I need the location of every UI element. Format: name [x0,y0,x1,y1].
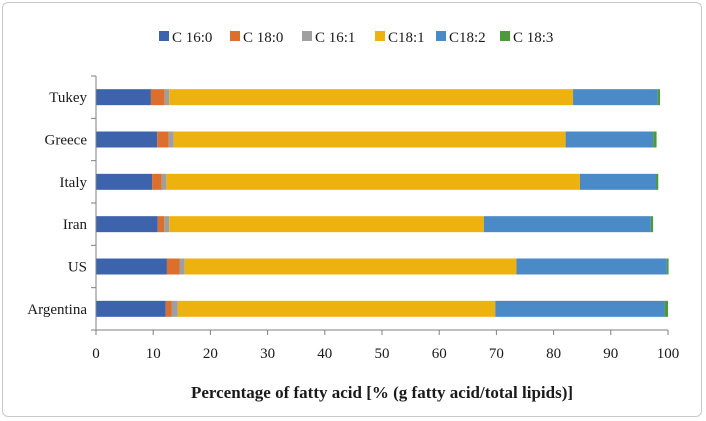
bar-segment-argentina-1 [165,300,172,317]
bar-segment-iran-5 [650,216,654,233]
legend-label-2: C 16:1 [315,30,355,46]
y-tick-label-argentina: Argentina [27,302,87,318]
bar-segment-greece-2 [168,131,174,148]
x-tick-label: 90 [603,346,618,362]
legend-label-1: C 18:0 [243,30,283,46]
x-tick-label: 30 [260,346,275,362]
bar-segment-tukey-0 [96,89,151,106]
bar-segment-argentina-5 [664,300,668,317]
bar-segment-tukey-2 [164,89,170,106]
bar-segment-italy-5 [655,173,659,190]
x-tick-label: 0 [92,346,100,362]
bar-segment-argentina-2 [171,300,178,317]
bar-segment-tukey-5 [657,89,660,106]
bar-segment-us-4 [516,258,667,275]
y-tick-label-iran: Iran [63,217,88,233]
legend: C 16:0 C 18:0 C 16:1 C18:1 C18:2 C 18:3 [159,30,553,46]
bar-segment-italy-0 [96,173,153,190]
y-tick-label-greece: Greece [45,133,88,149]
legend-swatch-2 [302,31,312,41]
bar-segment-us-1 [166,258,180,275]
x-tick-label: 80 [546,346,561,362]
legend-swatch-3 [375,31,385,41]
x-tick-label: 60 [432,346,447,362]
bar-segment-italy-2 [161,173,167,190]
bar-segment-iran-3 [169,216,484,233]
bar-segment-tukey-3 [169,89,574,106]
bar-segment-italy-4 [579,173,656,190]
chart-frame [2,2,702,417]
x-tick-label: 10 [146,346,161,362]
bar-segment-tukey-4 [573,89,658,106]
legend-swatch-1 [230,31,240,41]
bar-segment-greece-0 [96,131,158,148]
bars [96,89,669,317]
legend-label-4: C18:2 [449,30,486,46]
bar-segment-argentina-0 [96,300,166,317]
x-tick-label: 70 [489,346,504,362]
x-tick-label: 40 [317,346,332,362]
legend-swatch-5 [500,31,510,41]
legend-swatch-0 [159,31,169,41]
axes: Tukey Greece Italy Iran US Argentina 0 10 20 30 40… [27,75,680,362]
bar-segment-us-2 [179,258,185,275]
bar-segment-greece-3 [173,131,566,148]
legend-label-3: C18:1 [388,30,425,46]
x-tick-label: 50 [375,346,390,362]
x-tick-label: 20 [203,346,218,362]
bar-segment-iran-4 [483,216,651,233]
x-tick-label: 100 [657,346,680,362]
bar-segment-us-0 [96,258,167,275]
legend-label-0: C 16:0 [172,30,212,46]
y-tick-label-tukey: Tukey [49,90,87,106]
bar-segment-argentina-4 [495,300,665,317]
bar-segment-iran-0 [96,216,158,233]
bar-segment-greece-4 [565,131,654,148]
bar-segment-iran-2 [164,216,170,233]
bar-segment-italy-1 [152,173,162,190]
bar-segment-argentina-3 [177,300,496,317]
bar-segment-greece-1 [157,131,169,148]
bar-segment-us-5 [666,258,669,275]
legend-label-5: C 18:3 [513,30,553,46]
bar-segment-greece-5 [653,131,657,148]
y-tick-label-italy: Italy [60,175,88,191]
bar-segment-iran-1 [157,216,165,233]
x-axis-title: Percentage of fatty acid [% (g fatty aci… [191,383,573,402]
legend-swatch-4 [436,31,446,41]
bar-segment-tukey-1 [150,89,165,106]
y-tick-label-us: US [68,260,87,276]
bar-segment-us-3 [184,258,517,275]
bar-segment-italy-3 [166,173,580,190]
